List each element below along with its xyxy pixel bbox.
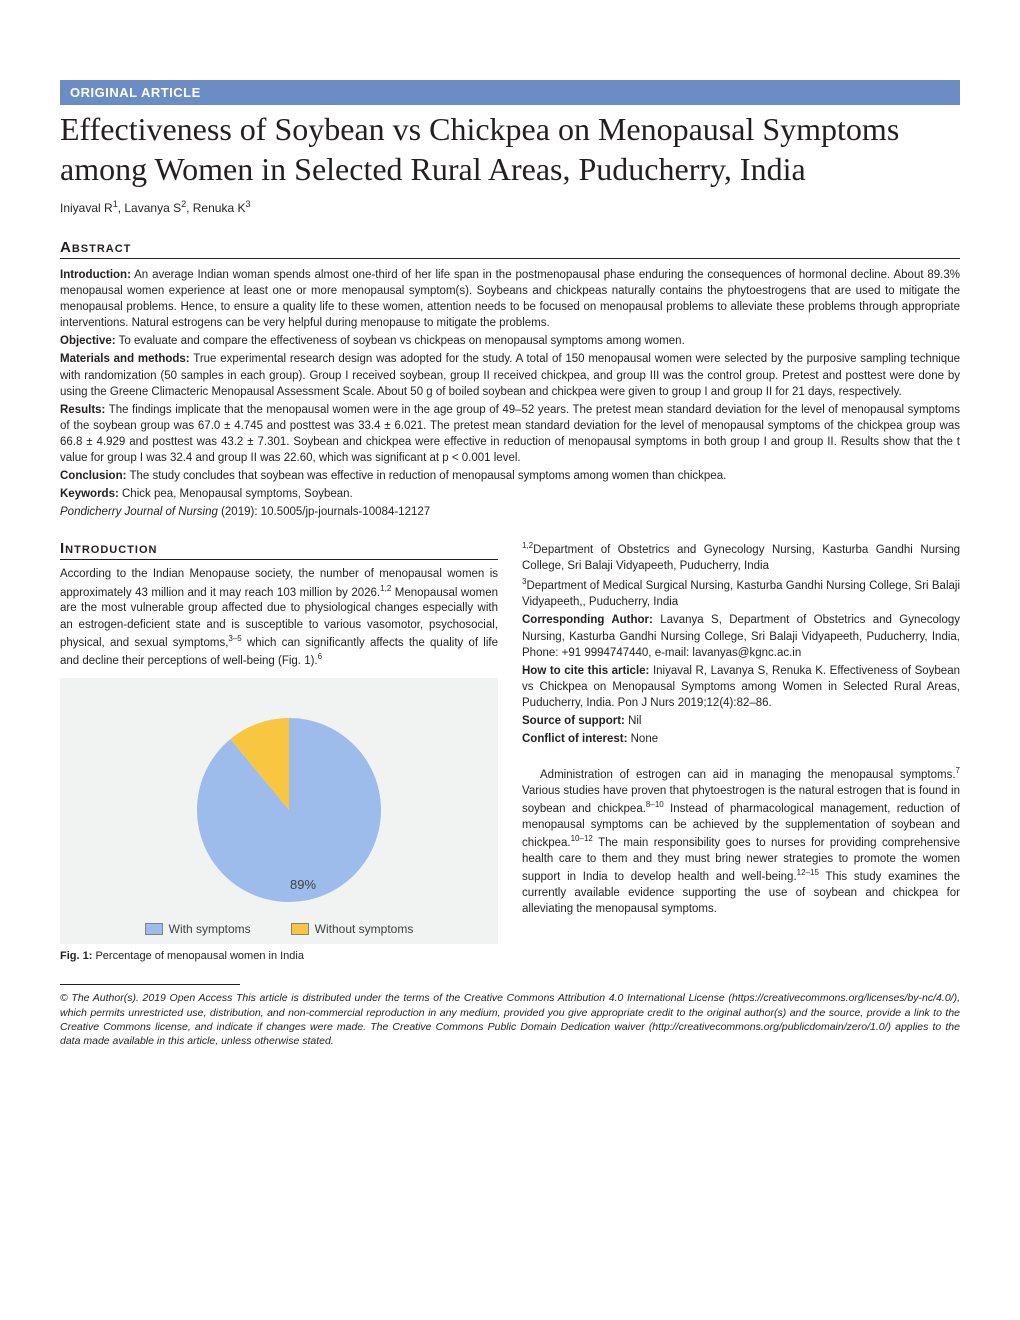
abstract-body: Introduction: An average Indian woman sp… (60, 267, 960, 520)
legend-swatch (291, 923, 309, 935)
footer-divider (60, 984, 240, 985)
abstract-objective-label: Objective: (60, 335, 116, 347)
rb-ref-3: 10–12 (571, 834, 593, 843)
chart-legend: With symptoms Without symptoms (70, 922, 488, 936)
abstract-conclusion-text: The study concludes that soybean was eff… (129, 470, 726, 482)
abstract-journal: Pondicherry Journal of Nursing (60, 506, 218, 518)
pie-chart-svg: 11%89% (99, 692, 459, 912)
corresponding-author-label: Corresponding Author: (522, 614, 653, 626)
abstract-methods-text: True experimental research design was ad… (60, 353, 960, 397)
abstract-intro-text: An average Indian woman spends almost on… (60, 269, 960, 329)
left-column: Introduction According to the Indian Men… (60, 522, 498, 962)
abstract-keywords-text: Chick pea, Menopausal symptoms, Soybean. (122, 488, 353, 500)
copyright-text: © The Author(s). 2019 Open Access This a… (60, 991, 960, 1048)
conflict-interest-label: Conflict of interest: (522, 733, 627, 745)
figure-1-caption: Fig. 1: Percentage of menopausal women i… (60, 950, 498, 962)
affiliations-block: 1,2Department of Obstetrics and Gynecolo… (522, 540, 960, 747)
abstract-heading: Abstract (60, 239, 960, 259)
introduction-heading: Introduction (60, 540, 498, 560)
right-body-paragraph: Administration of estrogen can aid in ma… (522, 765, 960, 917)
legend-label: Without symptoms (315, 922, 414, 936)
abstract-methods-label: Materials and methods: (60, 353, 190, 365)
legend-swatch (145, 923, 163, 935)
rb-ref-2: 8–10 (646, 800, 664, 809)
introduction-paragraph: According to the Indian Menopause societ… (60, 566, 498, 668)
author-list: Iniyaval R1, Lavanya S2, Renuka K3 (60, 199, 960, 215)
rb-text-1: Administration of estrogen can aid in ma… (540, 769, 956, 781)
legend-item: Without symptoms (291, 922, 414, 936)
article-type-badge: ORIGINAL ARTICLE (60, 80, 960, 105)
abstract-results-text: The findings implicate that the menopaus… (60, 404, 960, 464)
right-column: 1,2Department of Obstetrics and Gynecolo… (522, 522, 960, 962)
conflict-interest-text: None (627, 733, 658, 745)
figure-1-chart: 11%89% With symptoms Without symptoms (60, 678, 498, 944)
svg-text:89%: 89% (290, 877, 316, 892)
abstract-conclusion-label: Conclusion: (60, 470, 126, 482)
source-support-text: Nil (625, 715, 642, 727)
affil-sup-12: 1,2 (522, 541, 533, 550)
intro-ref-3: 6 (318, 652, 322, 661)
intro-ref-2: 3–5 (228, 634, 241, 643)
affil-text-3: Department of Medical Surgical Nursing, … (522, 580, 960, 608)
figure-caption-text: Percentage of menopausal women in India (92, 950, 304, 962)
legend-label: With symptoms (169, 922, 251, 936)
how-to-cite-label: How to cite this article: (522, 665, 649, 677)
article-title: Effectiveness of Soybean vs Chickpea on … (60, 109, 960, 189)
abstract-intro-label: Introduction: (60, 269, 131, 281)
source-support-label: Source of support: (522, 715, 625, 727)
rb-ref-1: 7 (956, 766, 960, 775)
abstract-objective-text: To evaluate and compare the effectivenes… (119, 335, 685, 347)
legend-item: With symptoms (145, 922, 251, 936)
affil-text-12: Department of Obstetrics and Gynecology … (522, 544, 960, 572)
abstract-keywords-label: Keywords: (60, 488, 119, 500)
rb-ref-4: 12–15 (797, 868, 819, 877)
abstract-results-label: Results: (60, 404, 105, 416)
abstract-doi: (2019): 10.5005/jp-journals-10084-12127 (218, 506, 430, 518)
intro-ref-1: 1,2 (380, 584, 391, 593)
figure-caption-label: Fig. 1: (60, 950, 92, 962)
